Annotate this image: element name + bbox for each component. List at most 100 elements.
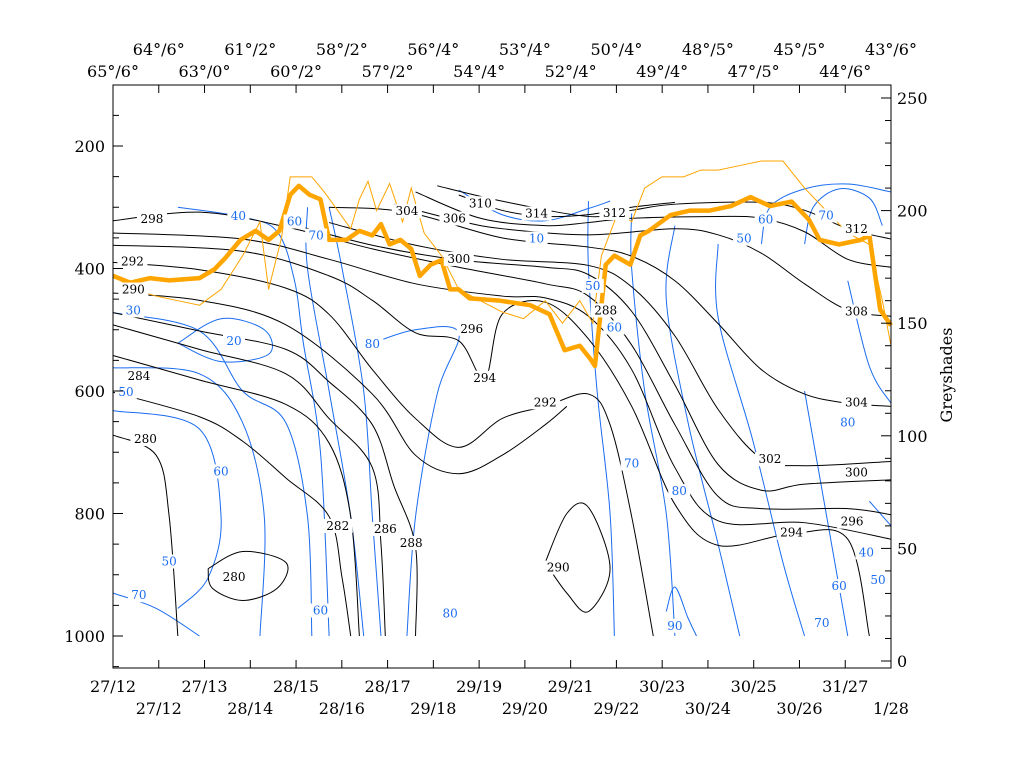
- rh-contour-80: [847, 280, 892, 404]
- contour-label-bg: [603, 320, 626, 335]
- contour-label: 40: [231, 209, 246, 223]
- contour-label: 312: [603, 206, 626, 220]
- contour-label: 50: [585, 279, 600, 293]
- contour-label: 286: [374, 522, 397, 536]
- right-tick-label: 0: [897, 652, 907, 671]
- top-tick-label: 63°/0°: [179, 62, 231, 81]
- contour-label: 298: [140, 212, 163, 226]
- bottom-tick-label: 29/19: [456, 677, 502, 696]
- rh-contour-50: [587, 201, 615, 637]
- contour-label: 80: [672, 484, 687, 498]
- contour-label-bg: [668, 484, 691, 499]
- contour-label-bg: [439, 211, 470, 226]
- theta-contour-294: [112, 244, 870, 637]
- contour-label-bg: [227, 209, 250, 224]
- top-tick-label: 43°/6°: [865, 40, 917, 59]
- contour-label-bg: [867, 572, 890, 587]
- contour-label: 294: [473, 371, 496, 385]
- left-tick-label: 400: [74, 260, 105, 279]
- top-tick-label: 48°/5°: [682, 40, 734, 59]
- theta-contour-280: [112, 434, 179, 637]
- contour-label-bg: [543, 560, 574, 575]
- contour-label-bg: [443, 251, 474, 266]
- rh-contour-70: [665, 225, 741, 637]
- top-tick-label: 52°/4°: [545, 62, 597, 81]
- contour-label: 80: [840, 415, 855, 429]
- contour-label: 306: [443, 212, 466, 226]
- rh-contour-70: [804, 390, 849, 637]
- bottom-tick-label: 27/12: [136, 699, 182, 718]
- contour-label-bg: [210, 464, 233, 479]
- contour-label: 30: [126, 303, 141, 317]
- bottom-tick-label: 31/27: [822, 677, 868, 696]
- contour-label: 70: [309, 229, 324, 243]
- top-tick-label: 64°/6°: [133, 40, 185, 59]
- rh-contour-20: [177, 317, 273, 363]
- rh-contour-90: [665, 586, 697, 637]
- bottom-tick-label: 1/28: [873, 699, 909, 718]
- contour-label-bg: [223, 334, 246, 348]
- contour-label: 314: [525, 207, 548, 221]
- bottom-tick-label: 30/26: [776, 699, 822, 718]
- contour-label-bg: [521, 206, 552, 221]
- bottom-tick-label: 29/22: [593, 699, 639, 718]
- contour-label-bg: [219, 569, 250, 584]
- contour-label: 292: [121, 254, 144, 268]
- contour-label-bg: [123, 368, 154, 383]
- contour-label: 308: [845, 305, 868, 319]
- rh-contour-60: [305, 207, 365, 637]
- theta-contour-282: [112, 391, 352, 637]
- theta-contour-300: [285, 222, 892, 492]
- contour-label-bg: [841, 304, 872, 319]
- theta-contour-284: [112, 354, 360, 637]
- contour-label-bg: [815, 208, 838, 223]
- contour-label-bg: [836, 415, 859, 430]
- contour-label-bg: [599, 205, 630, 220]
- right-tick-label: 150: [897, 314, 928, 333]
- top-tick-label: 61°/2°: [224, 40, 276, 59]
- contour-label: 300: [447, 252, 470, 266]
- contour-label: 310: [469, 196, 492, 210]
- rh-contour-50: [112, 367, 266, 637]
- contour-label-bg: [158, 554, 181, 569]
- contour-label-bg: [117, 254, 148, 269]
- contour-label-bg: [305, 228, 328, 243]
- left-tick-label: 800: [74, 505, 105, 524]
- contour-label: 50: [162, 555, 177, 569]
- rh-contour-80: [372, 326, 460, 637]
- contour-label-bg: [590, 303, 621, 318]
- theta-contour-296: [112, 232, 892, 540]
- rh-contour-80: [715, 243, 806, 637]
- top-tick-label: 57°/2°: [362, 62, 414, 81]
- contour-label-bg: [841, 465, 872, 480]
- right-tick-label: 50: [897, 539, 917, 558]
- contour-label: 294: [780, 526, 803, 540]
- contour-label: 70: [819, 208, 834, 222]
- contour-label-bg: [127, 588, 150, 603]
- contour-label: 70: [624, 457, 639, 471]
- axes: 200 400 600 800 1000 0 50 100 150 200 250 65°/6° 64°…: [64, 40, 927, 718]
- right-tick-label: 250: [897, 89, 928, 108]
- contour-label: 290: [122, 283, 145, 297]
- contour-label: 50: [118, 385, 133, 399]
- top-tick-label: 45°/5°: [774, 40, 826, 59]
- rh-contour-70: [112, 592, 200, 637]
- greyshade-series: [112, 160, 893, 369]
- contour-label-bg: [733, 231, 756, 246]
- right-axis-title: Greyshades: [937, 328, 956, 423]
- contour-label-bg: [130, 432, 161, 446]
- contour-label-bg: [776, 525, 807, 540]
- contour-label-bg: [396, 536, 427, 551]
- theta-contour-286: [112, 324, 386, 637]
- contour-label: 70: [131, 588, 146, 602]
- contour-label: 40: [859, 545, 874, 559]
- contour-label: 60: [758, 213, 773, 227]
- rh-contour-40: [869, 500, 892, 527]
- contour-label: 10: [529, 232, 544, 246]
- top-tick-label: 50°/4°: [590, 40, 642, 59]
- contour-label-bg: [581, 278, 604, 293]
- contour-label-bg: [136, 212, 167, 227]
- contour-label-bg: [530, 395, 561, 410]
- contour-label: 312: [845, 222, 868, 236]
